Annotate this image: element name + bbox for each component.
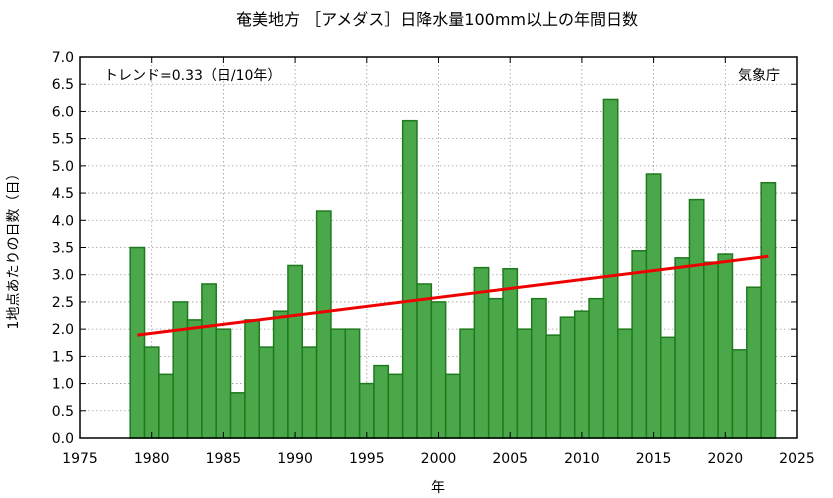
bar-1979	[129, 246, 146, 439]
x-tick-label: 2010	[564, 451, 600, 467]
bar-2014	[631, 250, 648, 439]
x-tick-label: 2025	[779, 451, 815, 467]
y-tick-label: 1.0	[52, 377, 74, 393]
y-tick-label: 4.5	[52, 186, 74, 202]
bar-1984	[201, 283, 217, 439]
x-tick-label: 1980	[134, 451, 170, 467]
bar-1980	[143, 346, 160, 439]
x-tick-label: 1995	[349, 451, 385, 467]
bar-1998	[401, 119, 418, 439]
bar-2017	[674, 257, 691, 439]
bar-1985	[215, 328, 232, 439]
y-tick-label: 6.5	[52, 77, 74, 93]
bar-2001	[444, 373, 461, 439]
bar-2023	[760, 181, 777, 439]
y-tick-label: 1.5	[52, 349, 74, 365]
x-tick-label: 2015	[636, 451, 672, 467]
y-tick-label: 4.0	[52, 213, 74, 229]
bar-1994	[344, 328, 361, 439]
x-tick-label: 2000	[421, 451, 457, 467]
bar-1997	[387, 373, 404, 439]
bar-2013	[617, 328, 633, 439]
bar-2009	[559, 316, 576, 439]
bar-1981	[158, 373, 174, 439]
bar-2020	[717, 253, 734, 439]
x-tick-label: 1975	[62, 451, 98, 467]
y-tick-label: 5.5	[52, 132, 74, 148]
bar-1993	[330, 328, 347, 439]
bar-1986	[229, 392, 246, 439]
x-axis: 1975 1980 1985 1990 1995 2000 2005 2010 2015 2020…	[62, 57, 815, 467]
trend-label: トレンド=0.33（日/10年）	[104, 68, 281, 84]
bar-2004	[487, 297, 504, 439]
bar-2005	[502, 267, 519, 439]
bar-2012	[602, 98, 619, 439]
y-tick-label: 2.5	[52, 295, 74, 311]
bar-1990	[287, 264, 304, 439]
bar-2019	[703, 261, 719, 439]
trend	[137, 254, 769, 337]
x-tick-label: 2005	[492, 451, 528, 467]
chart-title: 奄美地方 ［アメダス］日降水量100mm以上の年間日数	[236, 10, 638, 29]
y-tick-label: 3.0	[52, 268, 74, 284]
bar-2006	[516, 328, 533, 439]
bar-2015	[645, 173, 662, 439]
bar-1996	[373, 364, 390, 439]
y-tick-label: 2.0	[52, 322, 74, 338]
x-axis-title: 年	[431, 480, 445, 496]
bar-1992	[315, 210, 332, 439]
x-tick-label: 1985	[206, 451, 242, 467]
x-tick-label: 1990	[277, 451, 313, 467]
bar-1982	[172, 301, 189, 439]
bar-2018	[688, 198, 705, 439]
y-tick-label: 0.0	[52, 431, 74, 447]
bar-1999	[416, 283, 433, 439]
bar-2022	[746, 286, 762, 439]
trend-line	[137, 254, 769, 337]
bar-2016	[660, 336, 676, 439]
y-tick-label: 5.0	[52, 159, 74, 175]
bar-1983	[186, 319, 203, 439]
bar-2000	[430, 301, 447, 439]
y-tick-label: 3.5	[52, 241, 74, 257]
bar-2007	[530, 297, 547, 439]
bar-2002	[459, 328, 476, 439]
bars	[129, 98, 777, 439]
source-label: 気象庁	[738, 68, 780, 84]
bar-1991	[301, 346, 318, 439]
bar-1995	[358, 382, 375, 439]
x-tick-label: 2020	[707, 451, 743, 467]
y-tick-label: 0.5	[52, 404, 74, 420]
bar-1989	[272, 310, 289, 439]
bar-2011	[588, 297, 605, 439]
bar-1988	[258, 346, 275, 439]
y-tick-label: 7.0	[52, 50, 74, 66]
bar-2008	[545, 334, 562, 439]
y-axis: 0.0 0.5 1.0 1.5 2.0 2.5 3.0 3.5 4.0 4.5 5.0 5.5 6.0 6…	[52, 50, 797, 447]
y-tick-label: 6.0	[52, 104, 74, 120]
y-axis-title: 1地点あたりの日数（日）	[6, 167, 22, 330]
bar-2021	[731, 349, 748, 439]
bar-1987	[244, 319, 261, 439]
bar-2010	[573, 310, 590, 439]
